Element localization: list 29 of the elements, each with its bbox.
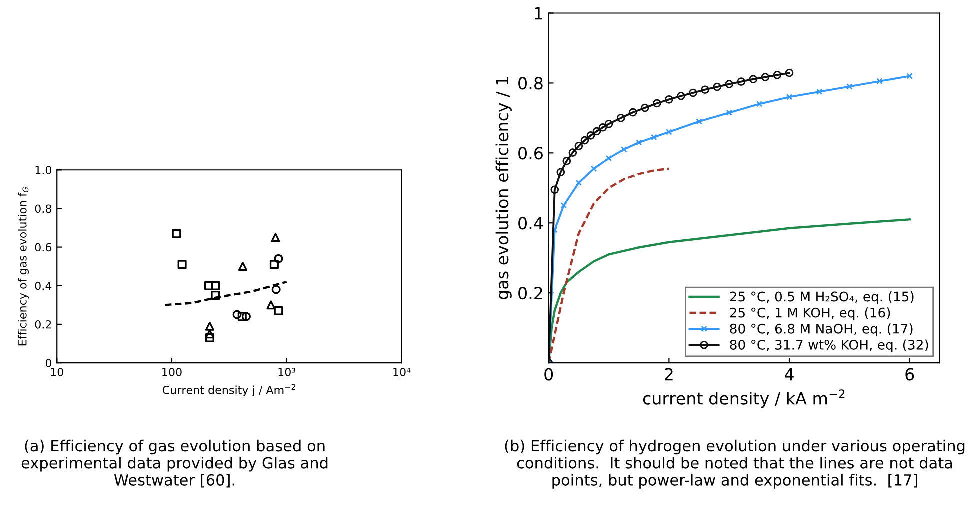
y-axis-title: Efficiency of gas evolution f$_{G}$ [18, 187, 29, 346]
text: (a) Efficiency of gas evolution based on experimental data provided by Glas and Westwater [60]. [22, 440, 328, 488]
x-tick-label: 10⁴ [394, 368, 411, 377]
x-axis-title: current density / kA m$^{−2}$ [643, 390, 845, 408]
y-tick-label: 0.2 [518, 287, 542, 300]
y-tick-label: 0.6 [35, 243, 52, 252]
x-tick-label: 4 [785, 368, 794, 381]
y-tick-label: 0.2 [35, 320, 52, 329]
x-tick-label: 10³ [278, 368, 296, 377]
legend-label: 25 °C, 1 M KOH, eq. (16) [730, 308, 890, 320]
legend-label: 80 °C, 6.8 M NaOH, eq. (17) [730, 324, 913, 336]
x-tick-label: 0 [544, 368, 554, 381]
x-tick-label: 2 [665, 368, 673, 381]
y-tick-label: 0.6 [518, 147, 543, 160]
x-tick-label: 100 [162, 368, 182, 377]
y-tick-label: 1 [535, 7, 542, 20]
y-tick-label: 0.8 [518, 77, 543, 90]
legend-label: 25 °C, 0.5 M H₂SO₄, eq. (15) [730, 292, 914, 304]
y-tick-label: 1.0 [36, 166, 52, 175]
y-tick-label: 0.4 [518, 217, 544, 230]
x-tick-label: 6 [906, 368, 914, 381]
x-axis-title: Current density j / Am$^{−2}$ [162, 384, 296, 397]
y-tick-label: 0 [46, 359, 52, 368]
y-axis-title: gas evolution efficiency / 1 [496, 77, 512, 300]
y-tick-label: 0.8 [35, 204, 52, 214]
y-tick-label: 0.4 [35, 282, 52, 290]
text: (b) Efficiency of hydrogen evolution under various operating conditions. It should be noted that the lines are not data points, but power-law and exponential fits. [17] [505, 440, 965, 489]
x-tick-label: 10 [51, 368, 64, 377]
legend-label: 80 °C, 31.7 wt% KOH, eq. (32) [730, 340, 928, 352]
